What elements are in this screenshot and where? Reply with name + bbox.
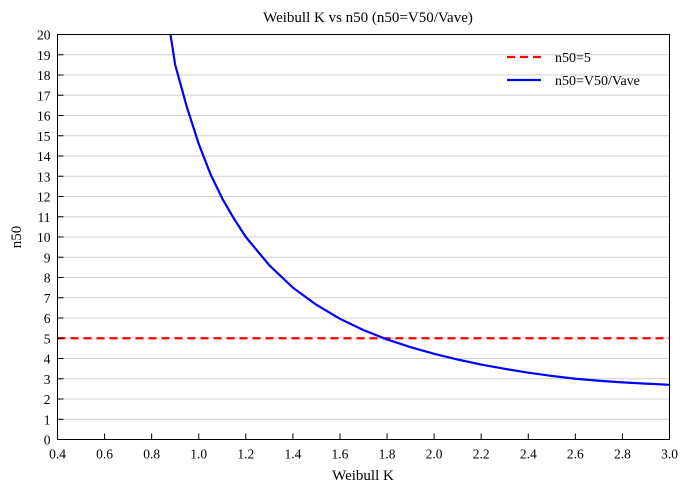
x-tick-label: 2.8: [614, 447, 631, 462]
x-tick-label: 0.8: [143, 447, 160, 462]
y-tick-label: 8: [44, 271, 51, 286]
grid-lines: [57, 54, 670, 420]
y-tick-label: 19: [37, 48, 51, 63]
legend-label-n50-ratio: n50=V50/Vave: [555, 74, 640, 89]
x-tick-label: 1.0: [190, 447, 207, 462]
y-tick-label: 20: [37, 28, 51, 43]
x-tick-label: 1.2: [237, 447, 254, 462]
y-tick-label: 4: [44, 352, 51, 367]
series-group: [57, 34, 670, 386]
y-tick-label: 13: [37, 169, 51, 184]
x-tick-label: 1.4: [284, 447, 301, 462]
y-tick-label: 12: [37, 190, 51, 205]
x-axis: 0.4 0.6 0.8 1.0 1.2 1.4 1.6 1.8 2.0 2.2 2.4 2.6 2.8 3…: [49, 433, 678, 462]
y-tick-label: 16: [37, 109, 51, 124]
y-tick-label: 9: [44, 250, 51, 265]
y-tick-label: 2: [44, 392, 51, 407]
y-tick-label: 11: [38, 210, 51, 225]
x-tick-label: 1.6: [332, 447, 349, 462]
series-line-1: [169, 34, 670, 386]
chart-title: Weibull K vs n50 (n50=V50/Vave): [263, 10, 473, 26]
x-tick-label: 3.0: [661, 447, 678, 462]
y-tick-label: 18: [37, 68, 51, 83]
y-tick-label: 10: [37, 230, 51, 245]
y-tick-label: 14: [37, 149, 51, 164]
y-tick-label: 17: [37, 88, 51, 103]
y-tick-label: 15: [37, 129, 51, 144]
legend: n50=5 n50=V50/Vave: [507, 51, 640, 89]
x-tick-label: 0.6: [96, 447, 113, 462]
y-axis-label: n50: [9, 226, 25, 249]
x-tick-label: 2.0: [426, 447, 443, 462]
y-tick-label: 5: [44, 331, 51, 346]
y-tick-label: 1: [44, 412, 51, 427]
legend-label-n50-5: n50=5: [555, 51, 591, 66]
x-tick-label: 2.6: [567, 447, 584, 462]
y-tick-label: 3: [44, 372, 51, 387]
x-tick-label: 1.8: [379, 447, 396, 462]
x-tick-label: 0.4: [49, 447, 66, 462]
y-tick-label: 7: [44, 291, 51, 306]
x-axis-label: Weibull K: [332, 468, 394, 484]
x-tick-label: 2.2: [473, 447, 490, 462]
y-tick-label: 6: [44, 311, 51, 326]
x-tick-label: 2.4: [520, 447, 537, 462]
y-tick-label: 0: [44, 433, 51, 448]
